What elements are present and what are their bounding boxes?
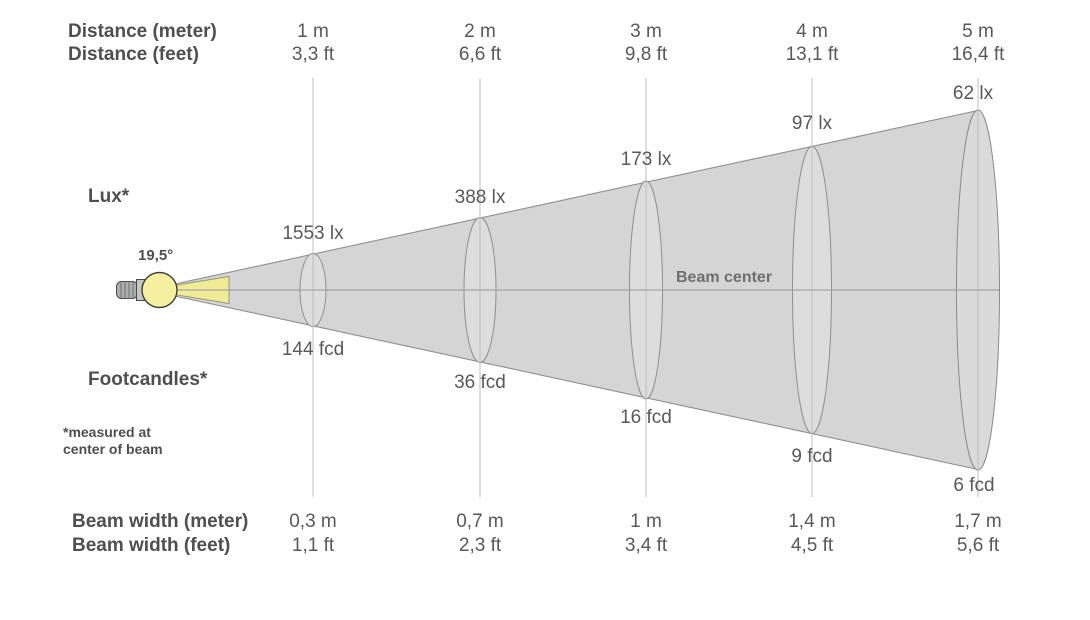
footcandles-value-4m: 9 fcd xyxy=(791,446,833,467)
distance-ft-value-1m: 3,3 ft xyxy=(291,44,335,65)
beam-width-m-value-5m: 1,7 m xyxy=(954,511,1002,532)
lux-row-label: Lux* xyxy=(88,186,130,207)
bulb-screw-base xyxy=(116,281,138,299)
lux-value-1m: 1553 lx xyxy=(282,223,344,244)
distance-ft-value-3m: 9,8 ft xyxy=(624,44,668,65)
footcandles-value-5m: 6 fcd xyxy=(953,475,995,496)
beam-width-ft-value-4m: 4,5 ft xyxy=(790,535,834,556)
beam-width-m-value-2m: 0,7 m xyxy=(456,511,504,532)
footnote-line-1: *measured at xyxy=(63,424,151,440)
lux-value-3m: 173 lx xyxy=(620,149,672,170)
beam-width-m-value-1m: 0,3 m xyxy=(289,511,337,532)
beam-cone-edges xyxy=(146,109,979,471)
lux-value-4m: 97 lx xyxy=(791,113,833,134)
distance-feet-row-label: Distance (feet) xyxy=(68,44,199,65)
distance-grid-lines xyxy=(312,78,979,497)
distance-ft-value-2m: 6,6 ft xyxy=(458,44,502,65)
lux-value-5m: 62 lx xyxy=(952,83,994,104)
distance-ft-value-4m: 13,1 ft xyxy=(785,44,839,65)
bulb-globe xyxy=(141,271,178,309)
distance-m-value-4m: 4 m xyxy=(796,21,828,42)
beam-angle-label: 19,5° xyxy=(138,247,174,264)
beam-width-feet-row-label: Beam width (feet) xyxy=(72,535,231,556)
distance-m-value-3m: 3 m xyxy=(630,21,662,42)
distance-meter-row-label: Distance (meter) xyxy=(68,21,217,42)
distance-ft-value-5m: 16,4 ft xyxy=(951,44,1005,65)
beam-width-meter-row-label: Beam width (meter) xyxy=(72,511,249,532)
beam-center-label: Beam center xyxy=(676,269,773,286)
distance-m-value-5m: 5 m xyxy=(962,21,994,42)
light-bulb-icon xyxy=(116,271,999,309)
footcandles-value-2m: 36 fcd xyxy=(454,372,506,393)
bulb-screw-threads xyxy=(120,282,134,298)
distance-m-value-2m: 2 m xyxy=(464,21,496,42)
beam-width-ft-value-3m: 3,4 ft xyxy=(624,535,668,556)
beam-width-ft-value-1m: 1,1 ft xyxy=(291,535,335,556)
beam-width-m-value-4m: 1,4 m xyxy=(788,511,836,532)
beam-width-ft-value-2m: 2,3 ft xyxy=(458,535,502,556)
footcandles-value-3m: 16 fcd xyxy=(620,407,672,428)
beam-width-ft-value-5m: 5,6 ft xyxy=(956,535,1000,556)
footcandles-value-1m: 144 fcd xyxy=(281,339,345,360)
distance-m-value-1m: 1 m xyxy=(297,21,329,42)
footnote-line-2: center of beam xyxy=(63,441,163,457)
lux-value-2m: 388 lx xyxy=(454,187,506,208)
footcandles-row-label: Footcandles* xyxy=(88,369,208,390)
beam-width-m-value-3m: 1 m xyxy=(630,511,662,532)
